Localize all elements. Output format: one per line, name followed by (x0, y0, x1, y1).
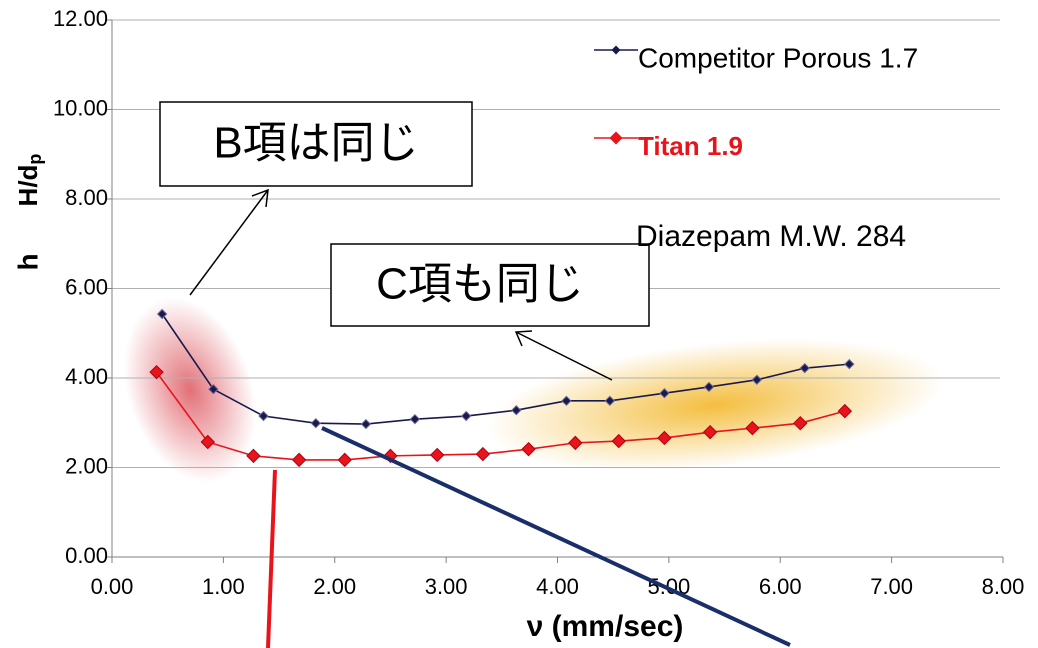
data-point (659, 388, 670, 399)
x-tick-label: 7.00 (870, 574, 913, 599)
pointer-line (321, 426, 791, 647)
data-point (837, 403, 853, 419)
annotation: C項も同じ (376, 260, 584, 309)
callout-arrow (189, 189, 269, 296)
x-tick-label: 2.00 (313, 574, 356, 599)
data-point (561, 395, 572, 407)
data-point (604, 395, 616, 407)
y-tick-label: 0.00 (65, 543, 108, 568)
data-point (844, 358, 855, 370)
annotation: Diazepam M.W. 284 (636, 220, 906, 253)
legend-marker (609, 131, 623, 145)
annotation: B項は同じ (213, 119, 418, 168)
data-point (511, 405, 522, 416)
y-label-subscript: p (25, 154, 45, 165)
data-point (430, 447, 445, 463)
y-tick-label: 4.00 (65, 364, 108, 389)
data-point (246, 448, 261, 464)
data-point (611, 433, 626, 449)
data-point (568, 435, 583, 451)
data-point (745, 420, 760, 436)
data-point (337, 452, 352, 468)
callout-box (159, 101, 473, 187)
callout-arrow (515, 331, 613, 381)
x-tick-label: 1.00 (202, 574, 245, 599)
data-point (360, 418, 372, 430)
y-axis-label: h (12, 253, 43, 270)
data-point (156, 308, 168, 320)
y-axis-label: H/dp (13, 154, 45, 207)
highlight (124, 297, 256, 483)
legend-marker (611, 45, 621, 55)
arrow-head (514, 330, 533, 347)
pointer-line (266, 469, 277, 648)
arrow-head (251, 188, 269, 208)
y-tick-label: 10.00 (53, 95, 108, 120)
x-tick-label: 3.00 (425, 574, 468, 599)
legend: Competitor Porous 1.7 Titan 1.9 (594, 42, 918, 161)
grid: 0.00 2.00 4.00 6.00 8.00 10.00 12.00 0.00 1.00 2.… (53, 6, 1024, 599)
y-tick-label: 12.00 (53, 6, 108, 31)
data-point (793, 415, 808, 431)
y-tick-label: 2.00 (65, 453, 108, 478)
x-tick-label: 6.00 (759, 574, 802, 599)
data-point (310, 417, 322, 429)
data-point (799, 362, 810, 374)
data-point (702, 424, 718, 440)
data-point (703, 381, 715, 393)
legend-label: Competitor Porous 1.7 (638, 42, 918, 73)
y-label-fraction: H/d (13, 165, 43, 207)
series-line (155, 371, 846, 461)
y-tick-label: 8.00 (65, 185, 108, 210)
data-point (149, 364, 164, 380)
data-point (200, 434, 215, 450)
legend-label: Titan 1.9 (638, 131, 743, 161)
highlight (486, 338, 944, 472)
x-tick-label: 0.00 (91, 574, 134, 599)
data-point (291, 452, 307, 468)
y-tick-label: 6.00 (65, 274, 108, 299)
data-point (460, 410, 472, 422)
background (124, 297, 944, 483)
data-point (258, 410, 269, 422)
x-tick-label: 4.00 (536, 574, 579, 599)
data-point (208, 383, 219, 395)
callout-box (330, 243, 650, 327)
data-point (521, 441, 536, 457)
data-point (751, 374, 763, 385)
x-axis-label: ν (mm/sec) (527, 610, 684, 643)
x-tick-label: 8.00 (982, 574, 1025, 599)
data-point (409, 413, 421, 425)
data-point (475, 446, 491, 462)
data-point (657, 430, 672, 446)
